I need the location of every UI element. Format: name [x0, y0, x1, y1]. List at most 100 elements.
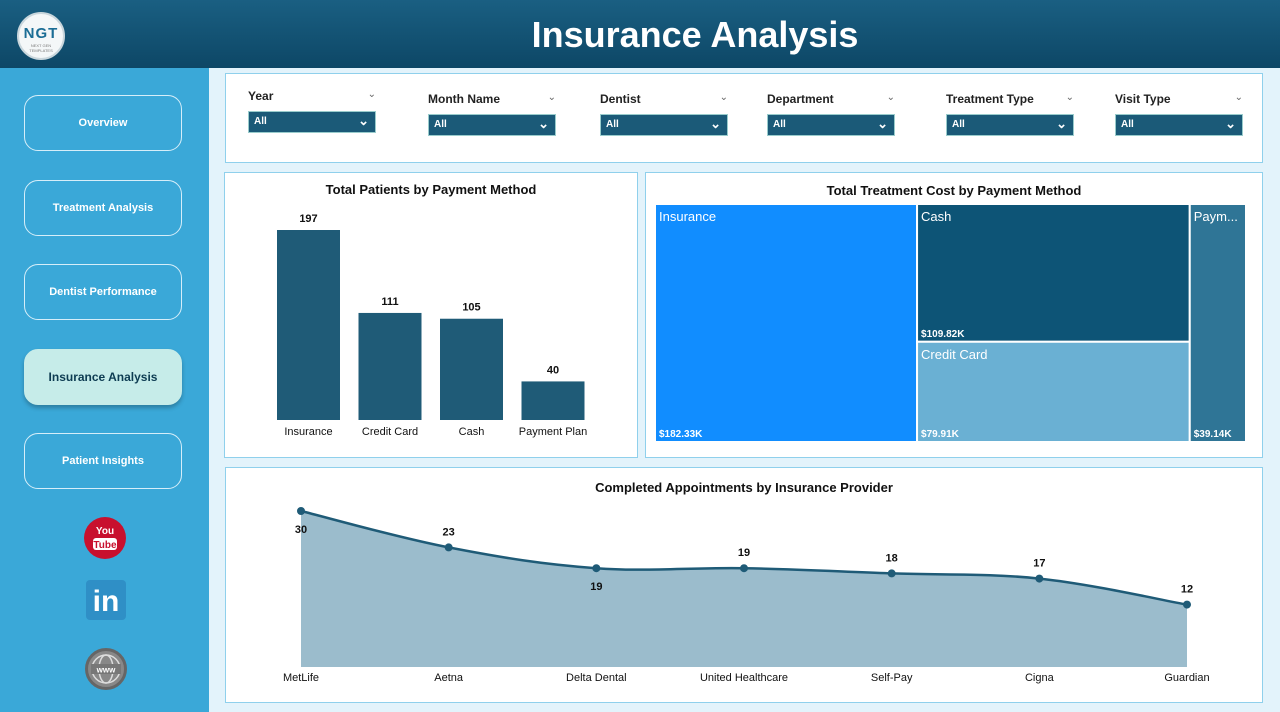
category-label-united-healthcare: United Healthcare: [700, 672, 788, 684]
treemap-tile-cash[interactable]: Cash $109.82K: [916, 203, 1191, 343]
sidebar: Overview Treatment Analysis Dentist Perf…: [0, 68, 209, 712]
header-bar: NGT NEXT GEN TEMPLATES Insurance Analysi…: [0, 0, 1280, 68]
chevron-down-icon[interactable]: ⌄: [1234, 92, 1243, 103]
category-label-metlife: MetLife: [283, 672, 319, 684]
filter-treatment-type: Treatment Type ⌄ All ⌄: [946, 92, 1074, 136]
filter-visit-type: Visit Type ⌄ All ⌄: [1115, 92, 1243, 136]
ngt-logo: NGT NEXT GEN TEMPLATES: [17, 12, 65, 60]
nav-dentist-performance-button[interactable]: Dentist Performance: [24, 264, 182, 320]
chevron-down-icon[interactable]: ⌄: [1065, 92, 1074, 103]
point-delta-dental[interactable]: [592, 564, 601, 573]
chevron-down-icon: ⌄: [710, 116, 721, 131]
svg-text:Tube: Tube: [93, 540, 117, 551]
point-value-label: 18: [886, 552, 898, 564]
filter-month-name: Month Name ⌄ All ⌄: [428, 92, 556, 136]
category-label-insurance: Insurance: [284, 426, 332, 438]
dentist-dropdown[interactable]: All ⌄: [600, 114, 728, 136]
chevron-down-icon[interactable]: ⌄: [547, 92, 556, 103]
category-label-credit-card: Credit Card: [362, 426, 418, 438]
bar-payment-plan[interactable]: [521, 381, 585, 420]
treemap-rect[interactable]: [654, 203, 919, 443]
treemap-tile-insurance[interactable]: Insurance $182.33K: [654, 203, 919, 443]
category-label-cash: Cash: [459, 426, 485, 438]
logo-text: NGT: [23, 25, 59, 42]
patients-by-payment-panel: Total Patients by Payment Method 197 Insu…: [224, 172, 638, 458]
filter-year: Year ⌄ All ⌄: [248, 89, 376, 133]
cost-chart-title: Total Treatment Cost by Payment Method: [826, 183, 1082, 198]
treatment-type-dropdown-value: All: [952, 119, 965, 130]
chevron-down-icon: ⌄: [877, 116, 888, 131]
department-dropdown[interactable]: All ⌄: [767, 114, 895, 136]
treemap-value-label: $182.33K: [659, 429, 703, 440]
area-fill: [301, 511, 1187, 667]
nav-patient-insights-button[interactable]: Patient Insights: [24, 433, 182, 489]
category-label-cigna: Cigna: [1025, 672, 1055, 684]
treemap-tile-paym[interactable]: Paym... $39.14K: [1188, 203, 1248, 443]
chevron-down-icon[interactable]: ⌄: [367, 89, 376, 100]
filter-visit-type-label: Visit Type: [1115, 92, 1171, 106]
point-self-pay[interactable]: [887, 569, 896, 578]
filter-month-name-label: Month Name: [428, 92, 500, 106]
chevron-down-icon[interactable]: ⌄: [719, 92, 728, 103]
filter-dentist-label: Dentist: [600, 92, 641, 106]
department-dropdown-value: All: [773, 119, 786, 130]
point-cigna[interactable]: [1035, 574, 1044, 583]
category-label-self-pay: Self-Pay: [871, 672, 913, 684]
point-united-healthcare[interactable]: [740, 564, 748, 573]
treatment-type-dropdown[interactable]: All ⌄: [946, 114, 1074, 136]
filter-dentist: Dentist ⌄ All ⌄: [600, 92, 728, 136]
youtube-icon[interactable]: You Tube: [84, 517, 126, 559]
bar-value-label: 197: [299, 213, 317, 225]
category-label-payment-plan: Payment Plan: [519, 426, 587, 438]
year-dropdown[interactable]: All ⌄: [248, 111, 376, 133]
chevron-down-icon: ⌄: [1225, 116, 1236, 131]
treemap-value-label: $39.14K: [1194, 429, 1233, 440]
nav-treatment-analysis-button[interactable]: Treatment Analysis: [24, 180, 182, 236]
treemap-rect[interactable]: [916, 203, 1191, 343]
dentist-dropdown-value: All: [606, 119, 619, 130]
point-value-label: 12: [1181, 584, 1193, 596]
filter-treatment-type-label: Treatment Type: [946, 92, 1034, 106]
bar-credit-card[interactable]: [358, 312, 422, 420]
svg-text:in: in: [93, 585, 120, 618]
filter-year-label: Year: [248, 89, 274, 103]
visit-type-dropdown-value: All: [1121, 119, 1134, 130]
treemap-name-label: Paym...: [1194, 209, 1238, 224]
visit-type-dropdown[interactable]: All ⌄: [1115, 114, 1243, 136]
treemap-rect[interactable]: [916, 340, 1191, 443]
bar-value-label: 40: [547, 364, 559, 376]
page-title: Insurance Analysis: [531, 14, 859, 55]
treemap-name-label: Cash: [921, 209, 951, 224]
point-value-label: 23: [443, 526, 455, 538]
patients-chart-title: Total Patients by Payment Method: [325, 182, 537, 197]
nav-overview-button[interactable]: Overview: [24, 95, 182, 151]
chevron-down-icon: ⌄: [358, 113, 369, 128]
point-value-label: 19: [590, 581, 602, 593]
filter-department: Department ⌄ All ⌄: [767, 92, 895, 136]
nav-insurance-analysis-button[interactable]: Insurance Analysis: [24, 349, 182, 405]
svg-text:You: You: [96, 526, 114, 537]
patients-bar-chart: 197 Insurance 111 Credit Card 105 Cash 40 Payme…: [277, 213, 587, 438]
point-value-label: 17: [1033, 558, 1045, 570]
category-label-aetna: Aetna: [434, 672, 464, 684]
appointments-chart-title: Completed Appointments by Insurance Prov…: [595, 480, 893, 495]
globe-www-icon[interactable]: www: [85, 648, 127, 690]
appointments-area-chart: 30 MetLife 23 Aetna 19 Delta Dental 19 United H…: [283, 507, 1210, 684]
logo-subtext: NEXT GEN TEMPLATES: [29, 43, 53, 53]
month-name-dropdown[interactable]: All ⌄: [428, 114, 556, 136]
category-label-delta-dental: Delta Dental: [566, 672, 627, 684]
bar-cash[interactable]: [440, 318, 503, 420]
point-aetna[interactable]: [444, 543, 453, 552]
chevron-down-icon[interactable]: ⌄: [886, 92, 895, 103]
treemap-tile-credit-card[interactable]: Credit Card $79.91K: [916, 340, 1191, 443]
treemap-value-label: $79.91K: [921, 429, 960, 440]
linkedin-icon[interactable]: in: [86, 580, 126, 620]
point-guardian[interactable]: [1183, 600, 1191, 609]
bar-value-label: 111: [381, 296, 398, 308]
bar-insurance[interactable]: [277, 230, 340, 420]
point-value-label: 19: [738, 547, 750, 559]
treemap-name-label: Credit Card: [921, 347, 987, 362]
year-dropdown-value: All: [254, 116, 267, 127]
point-metlife[interactable]: [297, 507, 305, 515]
treemap-rect[interactable]: [1188, 203, 1248, 443]
